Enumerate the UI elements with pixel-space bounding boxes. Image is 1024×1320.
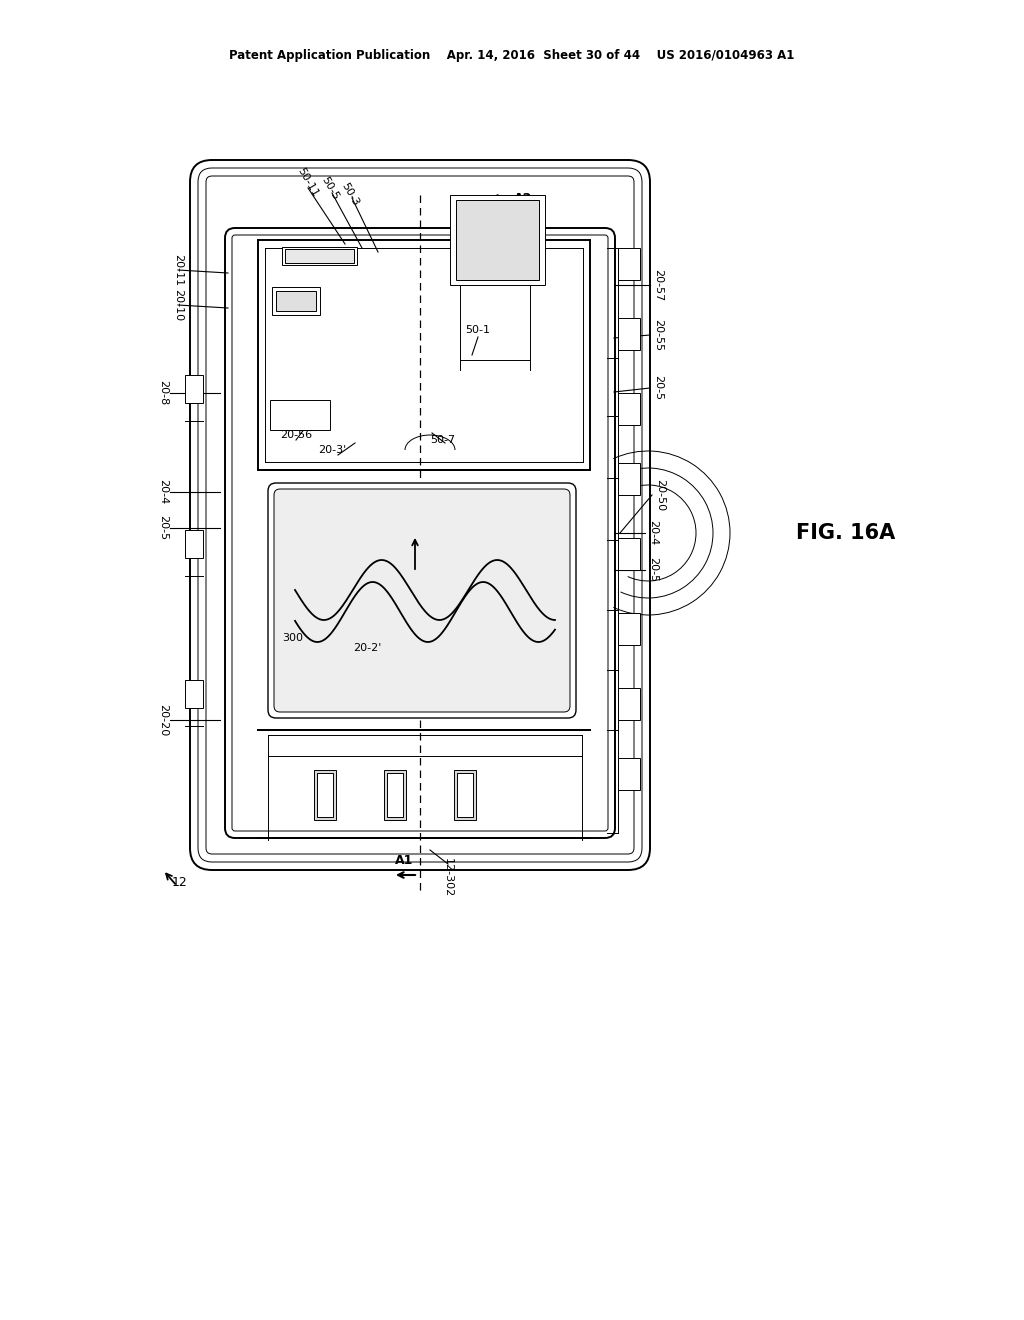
Text: 20-5: 20-5 bbox=[653, 375, 663, 400]
Bar bbox=[270, 400, 330, 430]
Text: A1: A1 bbox=[395, 854, 414, 867]
Bar bbox=[618, 318, 640, 350]
Text: Patent Application Publication    Apr. 14, 2016  Sheet 30 of 44    US 2016/01049: Patent Application Publication Apr. 14, … bbox=[229, 49, 795, 62]
Bar bbox=[618, 612, 640, 645]
FancyBboxPatch shape bbox=[274, 488, 570, 711]
FancyBboxPatch shape bbox=[268, 483, 575, 718]
Bar bbox=[618, 463, 640, 495]
Bar bbox=[185, 680, 203, 708]
Text: A2: A2 bbox=[514, 191, 532, 205]
Text: 20-50: 20-50 bbox=[655, 479, 665, 511]
Bar bbox=[618, 248, 640, 280]
Text: 300: 300 bbox=[283, 634, 303, 643]
Bar bbox=[276, 290, 316, 312]
Text: 50-1: 50-1 bbox=[466, 325, 490, 335]
Text: 20-8: 20-8 bbox=[158, 380, 168, 405]
Bar bbox=[387, 774, 403, 817]
FancyBboxPatch shape bbox=[206, 176, 634, 854]
Text: 20-57: 20-57 bbox=[653, 269, 663, 301]
Text: 12: 12 bbox=[172, 875, 187, 888]
Text: FIG. 16A: FIG. 16A bbox=[796, 523, 895, 543]
FancyBboxPatch shape bbox=[225, 228, 615, 838]
Bar bbox=[618, 758, 640, 789]
Bar bbox=[272, 286, 319, 315]
Bar bbox=[618, 688, 640, 719]
Bar bbox=[456, 201, 539, 280]
Bar bbox=[285, 249, 354, 263]
Text: 20-4: 20-4 bbox=[648, 520, 658, 545]
Text: 50-5: 50-5 bbox=[319, 174, 341, 202]
Bar bbox=[282, 247, 357, 265]
Text: 20-3': 20-3' bbox=[317, 445, 346, 455]
Bar bbox=[450, 195, 545, 285]
Bar bbox=[185, 375, 203, 403]
Text: 20-56: 20-56 bbox=[280, 430, 312, 440]
FancyBboxPatch shape bbox=[190, 160, 650, 870]
Text: 50-3: 50-3 bbox=[339, 181, 360, 207]
Bar bbox=[314, 770, 336, 820]
FancyBboxPatch shape bbox=[232, 235, 608, 832]
Text: 20-2': 20-2' bbox=[353, 643, 381, 653]
Text: 20-4: 20-4 bbox=[158, 479, 168, 504]
Text: 12-302: 12-302 bbox=[443, 858, 453, 898]
Bar bbox=[317, 774, 333, 817]
Text: 50-7: 50-7 bbox=[430, 436, 456, 445]
Bar bbox=[454, 770, 476, 820]
Bar bbox=[618, 539, 640, 570]
Bar bbox=[384, 770, 406, 820]
Text: 20-5: 20-5 bbox=[648, 557, 658, 582]
Bar bbox=[185, 531, 203, 558]
Text: 20-11: 20-11 bbox=[173, 253, 183, 286]
Bar bbox=[457, 774, 473, 817]
FancyBboxPatch shape bbox=[198, 168, 642, 862]
Text: 50-11: 50-11 bbox=[296, 165, 321, 198]
Text: 20-10: 20-10 bbox=[173, 289, 183, 321]
Text: 20-5: 20-5 bbox=[158, 515, 168, 541]
Text: 20-20: 20-20 bbox=[158, 704, 168, 737]
Text: 20-55: 20-55 bbox=[653, 319, 663, 351]
Bar bbox=[618, 393, 640, 425]
